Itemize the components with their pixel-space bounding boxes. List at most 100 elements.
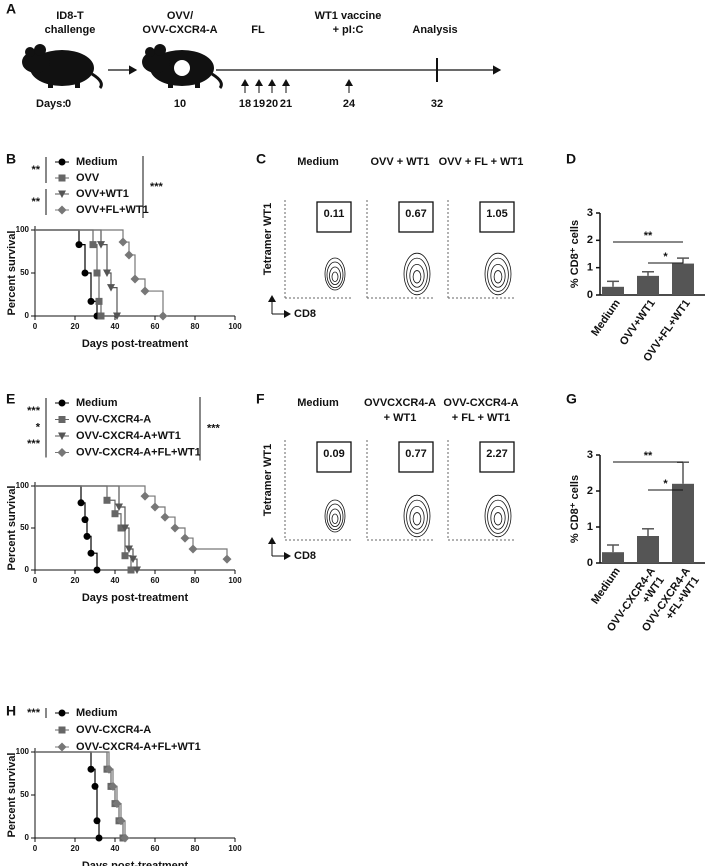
marker (58, 399, 66, 407)
bar (602, 286, 624, 295)
significance-label: *** (27, 405, 41, 417)
marker (160, 512, 170, 522)
marker (75, 241, 83, 249)
legend-label: OVV-CXCR4-A (76, 413, 151, 425)
marker (58, 174, 66, 182)
gate (398, 201, 434, 233)
x-axis-label: CD8 (294, 550, 316, 562)
marker (58, 190, 66, 198)
x-axis-label: Days post-treatment (82, 338, 189, 350)
gate-value: 0.09 (323, 448, 344, 460)
plot-title: OVVCXCR4-A (364, 397, 436, 409)
bar (637, 275, 659, 295)
marker (124, 250, 134, 260)
marker (170, 523, 180, 533)
contour (490, 263, 506, 288)
contour (487, 499, 509, 534)
panel-label: A (6, 1, 16, 17)
gate (398, 441, 434, 473)
x-tick-label: 20 (71, 844, 80, 853)
y-tick-label: 0 (25, 833, 30, 842)
marker (180, 533, 190, 543)
marker (133, 566, 141, 574)
x-tick-label: Medium (589, 297, 623, 338)
marker (112, 799, 122, 809)
x-tick-label: 60 (151, 576, 160, 585)
marker (81, 269, 89, 277)
plot-title: + FL + WT1 (452, 412, 510, 424)
marker (107, 284, 115, 292)
marker (87, 297, 95, 305)
marker (57, 742, 67, 752)
y-tick-label: 1 (587, 262, 593, 274)
marker (104, 764, 114, 774)
marker (81, 516, 89, 524)
marker (129, 555, 137, 564)
significance-label: * (663, 251, 668, 263)
significance-label: ** (31, 164, 40, 176)
contour (406, 257, 428, 292)
significance-label: ** (31, 196, 40, 208)
gate-value: 0.67 (405, 208, 426, 220)
y-tick-label: 50 (20, 790, 29, 799)
marker (77, 499, 85, 507)
marker (58, 726, 66, 734)
x-tick-label: Medium (589, 565, 623, 606)
marker (89, 241, 97, 249)
gate (316, 201, 352, 233)
y-tick-label: 0 (25, 311, 30, 320)
contour (409, 263, 425, 288)
marker (140, 286, 150, 296)
contour (403, 252, 431, 296)
y-tick-label: 2 (587, 234, 593, 246)
gate-value: 0.11 (324, 208, 345, 220)
marker (113, 312, 121, 320)
y-tick-label: 2 (587, 485, 593, 497)
marker (58, 158, 66, 166)
gate (479, 201, 515, 233)
marker (115, 503, 123, 511)
bar (637, 536, 659, 563)
contour (324, 257, 346, 291)
y-tick-label: 0 (25, 565, 30, 574)
legend-label: OVV (76, 172, 100, 184)
marker (87, 765, 95, 773)
marker (125, 545, 133, 553)
survival-line (35, 485, 132, 570)
marker (97, 241, 105, 249)
y-tick-label: 100 (16, 481, 30, 490)
marker (93, 817, 101, 825)
significance-label: * (663, 478, 668, 490)
day-label: 18 (239, 98, 251, 110)
gate-value: 2.27 (486, 448, 507, 460)
day-label: 32 (431, 98, 443, 110)
marker (222, 554, 232, 564)
x-tick-label: 0 (33, 576, 38, 585)
x-tick-label: 20 (71, 576, 80, 585)
marker (57, 448, 67, 457)
contour (493, 512, 503, 526)
plot-title: Medium (297, 156, 339, 168)
legend-label: OVV-CXCR4-A+FL+WT1 (76, 446, 201, 458)
legend-label: OVV-CXCR4-A+FL+WT1 (76, 741, 201, 753)
plot-title: + WT1 (384, 412, 417, 424)
marker (93, 269, 101, 277)
contour (412, 512, 422, 526)
y-axis-label: Percent survival (6, 231, 18, 316)
x-tick-label: 80 (191, 322, 200, 331)
contour (326, 261, 344, 289)
panel-label: E (6, 391, 15, 407)
x-tick-label: 60 (151, 322, 160, 331)
legend-label: OVV-CXCR4-A+WT1 (76, 430, 181, 442)
marker (103, 496, 111, 504)
contour (406, 499, 428, 534)
x-tick-label: 40 (111, 844, 120, 853)
stage-label: challenge (45, 24, 96, 36)
legend-label: OVV-CXCR4-A (76, 724, 151, 736)
marker (158, 311, 168, 321)
stage-label: OVV/ (167, 10, 193, 22)
x-tick-label: 80 (191, 576, 200, 585)
x-axis-label: Days post-treatment (82, 592, 189, 604)
contour (403, 494, 431, 538)
stage-label: WT1 vaccine (315, 10, 382, 22)
